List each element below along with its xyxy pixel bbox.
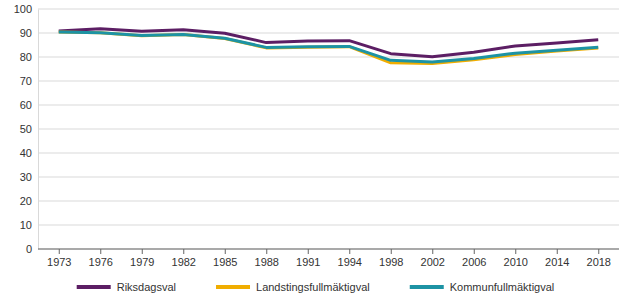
x-tick-label: 2010 (504, 256, 528, 268)
grid-line (38, 201, 619, 202)
y-tick: 70 (20, 75, 38, 87)
x-axis: 1973 1976 1979 1982 1985 1988 1991 1994 1998 2002… (38, 249, 619, 268)
y-tick: 40 (20, 147, 38, 159)
x-tick-mark (142, 249, 143, 254)
legend-label: Landstingsfullmäktigval (256, 281, 370, 293)
y-tick-label: 50 (20, 123, 32, 135)
x-tick-label: 2002 (421, 256, 445, 268)
y-tick-label: 80 (20, 51, 32, 63)
y-tick: 60 (20, 99, 38, 111)
legend-label: Riksdagsval (117, 281, 176, 293)
x-tick: 1979 (130, 249, 154, 268)
x-tick: 2018 (587, 249, 611, 268)
x-tick-mark (391, 249, 392, 254)
x-tick: 1982 (172, 249, 196, 268)
legend-swatch (410, 285, 444, 289)
grid-line (38, 105, 619, 106)
x-tick-mark (515, 249, 516, 254)
grid-line (38, 225, 619, 226)
grid-line (38, 9, 619, 10)
x-tick: 2006 (462, 249, 486, 268)
x-tick: 1973 (47, 249, 71, 268)
x-tick-mark (557, 249, 558, 254)
y-axis-line (38, 10, 39, 250)
legend-item: Riksdagsval (77, 281, 176, 293)
x-tick-label: 1994 (338, 256, 362, 268)
x-tick-mark (308, 249, 309, 254)
plot-area (59, 29, 599, 64)
chart: 0102030405060708090100197319761979198219… (0, 0, 631, 304)
x-tick-mark (266, 249, 267, 254)
x-tick: 1994 (338, 249, 362, 268)
y-tick-label: 10 (20, 219, 32, 231)
grid (38, 9, 619, 249)
x-tick: 1985 (213, 249, 237, 268)
x-tick-mark (598, 249, 599, 254)
series-line (59, 32, 599, 63)
x-tick-label: 1991 (296, 256, 320, 268)
x-tick-label: 2014 (545, 256, 569, 268)
y-tick: 50 (20, 123, 38, 135)
x-tick-label: 1982 (172, 256, 196, 268)
x-tick: 1998 (379, 249, 403, 268)
x-tick-mark (183, 249, 184, 254)
series-line (59, 32, 599, 62)
x-tick: 2014 (545, 249, 569, 268)
x-tick: 1991 (296, 249, 320, 268)
x-tick: 2002 (421, 249, 445, 268)
x-tick-mark (100, 249, 101, 254)
x-tick: 1976 (89, 249, 113, 268)
legend: Riksdagsval Landstingsfullmäktigval Kommun… (77, 281, 555, 293)
legend-label: Kommunfullmäktigval (450, 281, 555, 293)
y-tick-label: 100 (14, 3, 32, 15)
x-tick-mark (225, 249, 226, 254)
x-tick-mark (349, 249, 350, 254)
y-tick: 80 (20, 51, 38, 63)
grid-line (38, 129, 619, 130)
y-tick-label: 60 (20, 99, 32, 111)
legend-item: Kommunfullmäktigval (410, 281, 555, 293)
y-tick-label: 70 (20, 75, 32, 87)
legend-swatch (77, 285, 111, 289)
x-tick-label: 1979 (130, 256, 154, 268)
x-tick-mark (59, 249, 60, 254)
y-tick: 20 (20, 195, 38, 207)
y-axis: 0 10 20 30 40 50 60 70 80 90 100 (14, 3, 39, 255)
y-tick: 10 (20, 219, 38, 231)
grid-line (38, 81, 619, 82)
y-tick: 30 (20, 171, 38, 183)
x-tick-mark (432, 249, 433, 254)
y-tick-label: 90 (20, 27, 32, 39)
x-tick-label: 1998 (379, 256, 403, 268)
x-tick-mark (474, 249, 475, 254)
y-tick-label: 20 (20, 195, 32, 207)
x-axis-line (38, 249, 619, 250)
grid-line (38, 249, 619, 250)
x-tick-label: 2018 (587, 256, 611, 268)
x-tick-label: 1985 (213, 256, 237, 268)
x-tick-label: 1976 (89, 256, 113, 268)
x-tick: 1988 (255, 249, 279, 268)
y-tick: 0 (26, 243, 38, 255)
legend-item: Landstingsfullmäktigval (216, 281, 370, 293)
grid-line (38, 153, 619, 154)
x-tick-label: 1973 (47, 256, 71, 268)
grid-line (38, 57, 619, 58)
y-tick-label: 30 (20, 171, 32, 183)
x-tick: 2010 (504, 249, 528, 268)
x-tick-label: 2006 (462, 256, 486, 268)
grid-line (38, 177, 619, 178)
y-tick-label: 40 (20, 147, 32, 159)
x-tick-label: 1988 (255, 256, 279, 268)
legend-swatch (216, 285, 250, 289)
y-tick-label: 0 (26, 243, 32, 255)
y-tick: 90 (20, 27, 38, 39)
y-tick: 100 (14, 3, 38, 15)
